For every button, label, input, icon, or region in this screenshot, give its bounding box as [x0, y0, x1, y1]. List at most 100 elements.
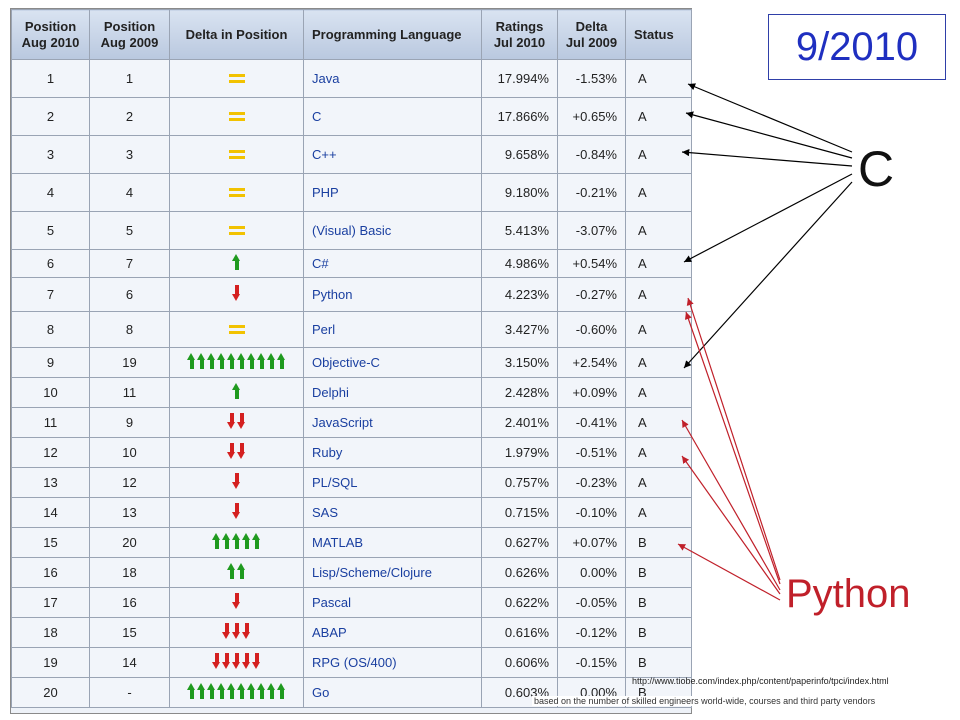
- cell-language-link[interactable]: RPG (OS/400): [303, 647, 482, 678]
- arrow-up-icon: [257, 683, 266, 699]
- arrow-down-icon: [237, 413, 246, 429]
- table-row: 19 14 RPG (OS/400) 0.606% -0.15% B: [11, 647, 692, 678]
- arrow-down-icon: [242, 653, 251, 669]
- cell-status: A: [625, 437, 692, 468]
- c-arrows: [681, 83, 853, 369]
- cell-delta-jul: -0.60%: [557, 311, 626, 348]
- cell-position-2009: 5: [89, 211, 170, 250]
- python-arrow-ruby: [681, 455, 781, 595]
- cell-position-2010: 8: [11, 311, 90, 348]
- arrow-up-icon: [242, 533, 251, 549]
- equal-icon: [228, 188, 245, 197]
- table-row: 8 8 Perl 3.427% -0.60% A: [11, 311, 692, 348]
- cell-language-link[interactable]: Python: [303, 277, 482, 312]
- python-arrows: [677, 297, 781, 601]
- python-arrow-javascript: [681, 419, 781, 591]
- cell-language-link[interactable]: PHP: [303, 173, 482, 212]
- cell-position-2010: 11: [11, 407, 90, 438]
- date-title: 9/2010: [795, 24, 919, 69]
- cell-position-2009: 4: [89, 173, 170, 212]
- cell-rating: 0.606%: [481, 647, 558, 678]
- cell-language-link[interactable]: (Visual) Basic: [303, 211, 482, 250]
- cell-status: A: [625, 377, 692, 408]
- arrow-up-icon: [197, 683, 206, 699]
- cell-position-2009: 18: [89, 557, 170, 588]
- cell-language-link[interactable]: C: [303, 97, 482, 136]
- header-position-2009: Position Aug 2009: [89, 9, 170, 60]
- cell-language-link[interactable]: C++: [303, 135, 482, 174]
- arrow-down-icon: [232, 285, 241, 301]
- cell-delta-position: [169, 527, 304, 558]
- table-row: 10 11 Delphi 2.428% +0.09% A: [11, 377, 692, 408]
- arrow-up-icon: [227, 683, 236, 699]
- cell-delta-jul: 0.00%: [557, 557, 626, 588]
- cell-language-link[interactable]: ABAP: [303, 617, 482, 648]
- cell-language-link[interactable]: Perl: [303, 311, 482, 348]
- cell-language-link[interactable]: MATLAB: [303, 527, 482, 558]
- cell-status: B: [625, 557, 692, 588]
- cell-language-link[interactable]: Objective-C: [303, 347, 482, 378]
- cell-language-link[interactable]: PL/SQL: [303, 467, 482, 498]
- source-url[interactable]: http://www.tiobe.com/index.php/content/p…: [632, 676, 889, 686]
- cell-delta-position: [169, 173, 304, 212]
- table-row: 5 5 (Visual) Basic 5.413% -3.07% A: [11, 211, 692, 250]
- cell-position-2009: 9: [89, 407, 170, 438]
- cell-language-link[interactable]: Lisp/Scheme/Clojure: [303, 557, 482, 588]
- cell-position-2010: 1: [11, 59, 90, 98]
- cell-delta-position: [169, 135, 304, 174]
- table-row: 16 18 Lisp/Scheme/Clojure 0.626% 0.00% B: [11, 557, 692, 588]
- cell-rating: 17.866%: [481, 97, 558, 136]
- tpci-ranking-table: Position Aug 2010 Position Aug 2009 Delta …: [11, 9, 692, 708]
- cell-delta-jul: -3.07%: [557, 211, 626, 250]
- arrow-up-icon: [277, 683, 286, 699]
- delta-indicator: [232, 503, 241, 519]
- cell-language-link[interactable]: Pascal: [303, 587, 482, 618]
- cell-language-link[interactable]: C#: [303, 249, 482, 278]
- cell-language-link[interactable]: Ruby: [303, 437, 482, 468]
- cell-rating: 0.757%: [481, 467, 558, 498]
- delta-indicator: [228, 325, 245, 334]
- cell-language-link[interactable]: JavaScript: [303, 407, 482, 438]
- cell-delta-jul: -0.05%: [557, 587, 626, 618]
- python-arrow-matlab: [677, 543, 781, 601]
- cell-language-link[interactable]: Java: [303, 59, 482, 98]
- arrow-up-icon: [237, 563, 246, 579]
- cell-position-2009: 10: [89, 437, 170, 468]
- arrow-up-icon: [267, 683, 276, 699]
- cell-rating: 1.979%: [481, 437, 558, 468]
- cell-language-link[interactable]: SAS: [303, 497, 482, 528]
- cell-delta-jul: -0.41%: [557, 407, 626, 438]
- arrow-down-icon: [232, 503, 241, 519]
- arrow-up-icon: [247, 683, 256, 699]
- arrow-down-icon: [222, 623, 231, 639]
- equal-icon: [228, 74, 245, 83]
- c-arrow-csharp: [683, 173, 853, 263]
- cell-language-link[interactable]: Go: [303, 677, 482, 708]
- arrow-down-icon: [232, 653, 241, 669]
- arrow-up-icon: [187, 353, 196, 369]
- delta-indicator: [228, 226, 245, 235]
- table-row: 9 19 Objective-C 3.150% +2.54% A: [11, 347, 692, 378]
- arrow-down-icon: [227, 413, 236, 429]
- cell-position-2010: 17: [11, 587, 90, 618]
- cell-delta-position: [169, 347, 304, 378]
- delta-indicator: [232, 383, 241, 399]
- arrow-up-icon: [232, 254, 241, 270]
- cell-delta-jul: -0.21%: [557, 173, 626, 212]
- cell-status: A: [625, 97, 692, 136]
- cell-rating: 5.413%: [481, 211, 558, 250]
- cell-delta-jul: -1.53%: [557, 59, 626, 98]
- arrow-up-icon: [237, 353, 246, 369]
- cell-rating: 2.401%: [481, 407, 558, 438]
- header-position-2010: Position Aug 2010: [11, 9, 90, 60]
- equal-icon: [228, 112, 245, 121]
- cell-delta-position: [169, 677, 304, 708]
- cell-delta-jul: +0.65%: [557, 97, 626, 136]
- cell-status: A: [625, 467, 692, 498]
- delta-indicator: [232, 285, 241, 301]
- cell-language-link[interactable]: Delphi: [303, 377, 482, 408]
- cell-position-2009: 3: [89, 135, 170, 174]
- cell-status: A: [625, 59, 692, 98]
- cell-position-2010: 15: [11, 527, 90, 558]
- cell-status: A: [625, 407, 692, 438]
